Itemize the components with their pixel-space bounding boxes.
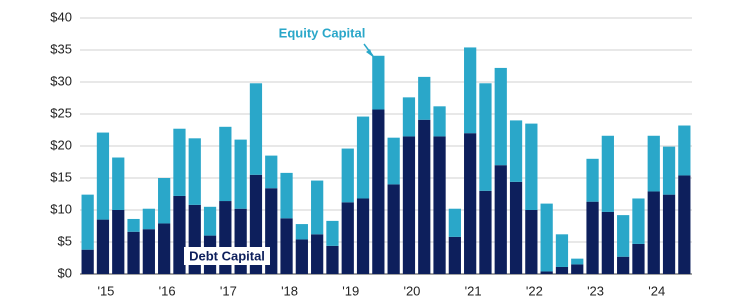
bar-segment <box>617 215 630 257</box>
y-tick-label: $15 <box>50 169 72 184</box>
bar-segment <box>142 229 155 274</box>
bar-segment <box>678 125 691 176</box>
bar-segment <box>617 256 630 274</box>
bar-segment <box>647 191 660 274</box>
bar-segment <box>142 208 155 230</box>
bars <box>81 47 691 275</box>
bar-segment <box>647 135 660 192</box>
bar-segment <box>402 136 416 274</box>
bar-segment <box>112 157 125 210</box>
label-background <box>184 247 270 265</box>
bar-segment <box>372 55 385 110</box>
bar-segment <box>356 198 370 274</box>
bar-segment <box>203 206 217 236</box>
y-tick-label: $20 <box>50 137 72 152</box>
bar-segment <box>601 211 614 274</box>
bar-segment <box>494 67 507 166</box>
bar-segment <box>525 123 538 210</box>
y-tick-label: $5 <box>58 233 72 248</box>
bar-segment <box>311 180 324 235</box>
bar-segment <box>280 172 293 219</box>
bar-segment <box>127 231 140 274</box>
bar-segment <box>571 258 584 265</box>
bar-segment <box>112 210 125 274</box>
bar-segment <box>173 128 186 196</box>
bar-segment <box>81 249 94 274</box>
bar-segment <box>158 178 171 224</box>
x-tick-label: '18 <box>281 283 298 298</box>
x-tick-label: '15 <box>97 283 114 298</box>
bar-segment <box>341 202 354 274</box>
bar-segment <box>555 266 569 274</box>
bar-segment <box>678 175 691 274</box>
x-tick-label: '24 <box>648 283 665 298</box>
bar-segment <box>96 219 110 274</box>
bar-segment <box>662 194 676 274</box>
x-tick-label: '21 <box>465 283 482 298</box>
bar-segment <box>372 109 385 275</box>
equity-label: Equity Capital <box>279 25 366 40</box>
x-tick-label: '17 <box>220 283 237 298</box>
x-tick-label: '20 <box>403 283 420 298</box>
bar-segment <box>632 243 645 274</box>
y-tick-label: $0 <box>58 265 72 280</box>
bar-segment <box>494 165 507 274</box>
bar-segment <box>295 224 308 240</box>
y-tick-label: $25 <box>50 105 72 120</box>
bar-segment <box>158 223 171 274</box>
bar-segment <box>509 120 523 182</box>
bar-segment <box>540 203 553 272</box>
bar-segment <box>571 264 584 274</box>
bar-segment <box>295 239 308 274</box>
bar-segment <box>234 139 247 209</box>
bar-segment <box>464 133 477 274</box>
bar-segment <box>586 158 599 202</box>
y-tick-label: $30 <box>50 73 72 88</box>
bar-segment <box>402 97 416 137</box>
bar-segment <box>326 220 339 246</box>
bar-segment <box>479 190 492 274</box>
x-tick-label: '16 <box>159 283 176 298</box>
bar-segment <box>219 126 232 202</box>
bar-segment <box>280 218 293 274</box>
bar-segment <box>448 236 461 274</box>
bar-segment <box>433 136 446 274</box>
bar-segment <box>127 218 140 232</box>
bar-segment <box>418 119 431 274</box>
bar-segment <box>81 194 94 250</box>
bar-segment <box>311 234 324 274</box>
bar-segment <box>387 184 400 274</box>
bar-segment <box>173 195 186 274</box>
bar-segment <box>525 210 538 274</box>
bar-segment <box>387 137 400 185</box>
bar-segment <box>662 146 676 195</box>
bar-segment <box>249 83 263 175</box>
bar-segment <box>555 234 569 267</box>
bar-segment <box>326 245 339 274</box>
bar-segment <box>341 148 354 203</box>
bar-segment <box>479 83 492 191</box>
bar-segment <box>448 208 461 237</box>
bar-segment <box>586 201 599 274</box>
bar-segment <box>356 116 370 199</box>
x-tick-label: '23 <box>587 283 604 298</box>
bar-segment <box>265 155 278 189</box>
bar-segment <box>464 47 477 134</box>
y-tick-label: $35 <box>50 41 72 56</box>
bar-segment <box>509 181 523 274</box>
y-tick-label: $40 <box>50 9 72 24</box>
x-tick-label: '19 <box>342 283 359 298</box>
bar-segment <box>601 135 614 212</box>
bar-segment <box>540 271 553 274</box>
bar-segment <box>188 138 201 205</box>
bar-segment <box>96 132 110 220</box>
debt-label: Debt Capital <box>189 248 265 263</box>
bar-segment <box>418 76 431 120</box>
y-tick-label: $10 <box>50 201 72 216</box>
x-tick-label: '22 <box>526 283 543 298</box>
bar-segment <box>433 106 446 137</box>
bar-segment <box>632 198 645 244</box>
arrow-head <box>366 49 373 57</box>
